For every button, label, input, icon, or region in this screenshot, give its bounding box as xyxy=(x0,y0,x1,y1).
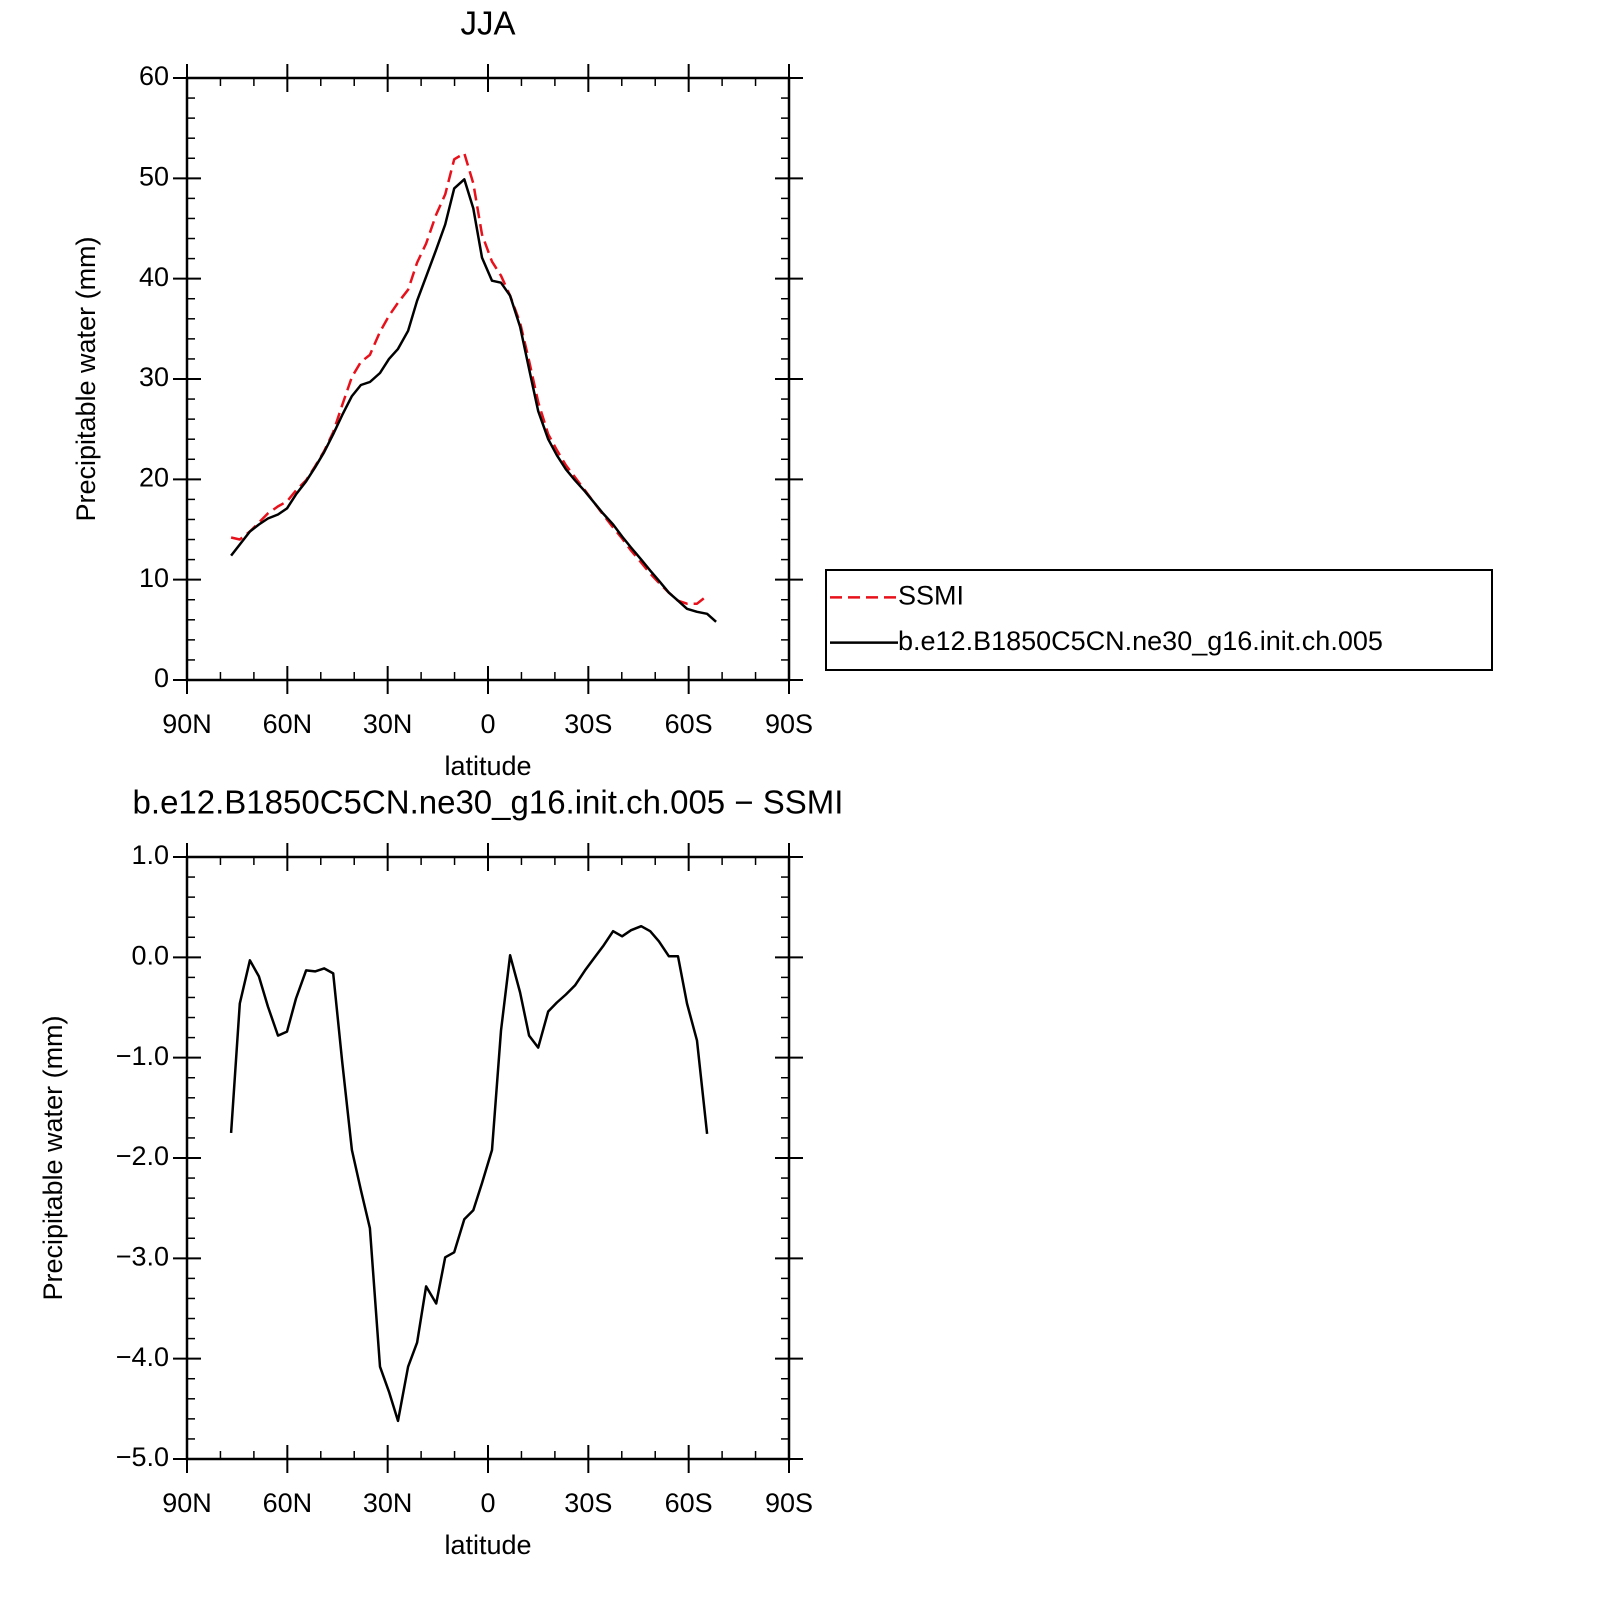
x-tick-label: 30N xyxy=(363,1488,413,1518)
x-tick-label: 60N xyxy=(263,1488,313,1518)
legend-box xyxy=(825,569,1493,671)
x-tick-label: 30N xyxy=(363,709,413,739)
y-tick-label: −4.0 xyxy=(116,1342,169,1372)
y-tick-label: 10 xyxy=(139,563,169,593)
x-tick-label: 90S xyxy=(765,1488,813,1518)
x-tick-label: 90N xyxy=(162,709,212,739)
x-tick-label: 30S xyxy=(564,709,612,739)
x-tick-label: 90S xyxy=(765,709,813,739)
plot-frame xyxy=(185,855,791,1461)
y-tick-label: −5.0 xyxy=(116,1442,169,1472)
x-axis-label: latitude xyxy=(444,751,531,781)
y-tick-label: 0 xyxy=(154,663,169,693)
y-tick-label: −3.0 xyxy=(116,1241,169,1271)
x-tick-label: 60N xyxy=(263,709,313,739)
y-tick-label: 40 xyxy=(139,262,169,292)
y-tick-label: 0.0 xyxy=(131,940,169,970)
y-tick-label: 50 xyxy=(139,161,169,191)
y-tick-label: 60 xyxy=(139,61,169,91)
x-tick-label: 60S xyxy=(665,709,713,739)
plot-frame xyxy=(185,76,791,682)
x-tick-label: 0 xyxy=(480,1488,495,1518)
x-tick-label: 30S xyxy=(564,1488,612,1518)
chart-title: JJA xyxy=(460,5,515,42)
x-tick-label: 60S xyxy=(665,1488,713,1518)
legend-label: b.e12.B1850C5CN.ne30_g16.init.ch.005 xyxy=(898,626,1383,656)
legend-label: SSMI xyxy=(898,580,964,610)
chart-title: b.e12.B1850C5CN.ne30_g16.init.ch.005 − S… xyxy=(133,784,844,821)
data-line xyxy=(229,924,709,1423)
x-tick-label: 0 xyxy=(480,709,495,739)
y-tick-label: 1.0 xyxy=(131,840,169,870)
x-tick-label: 90N xyxy=(162,1488,212,1518)
x-axis-label: latitude xyxy=(444,1530,531,1560)
y-axis-label: Precipitable water (mm) xyxy=(71,236,101,521)
y-tick-label: −2.0 xyxy=(116,1141,169,1171)
y-axis-label: Precipitable water (mm) xyxy=(38,1015,68,1300)
y-tick-label: −1.0 xyxy=(116,1041,169,1071)
y-tick-label: 30 xyxy=(139,362,169,392)
data-line xyxy=(230,152,708,605)
data-line xyxy=(230,178,717,623)
y-tick-label: 20 xyxy=(139,462,169,492)
